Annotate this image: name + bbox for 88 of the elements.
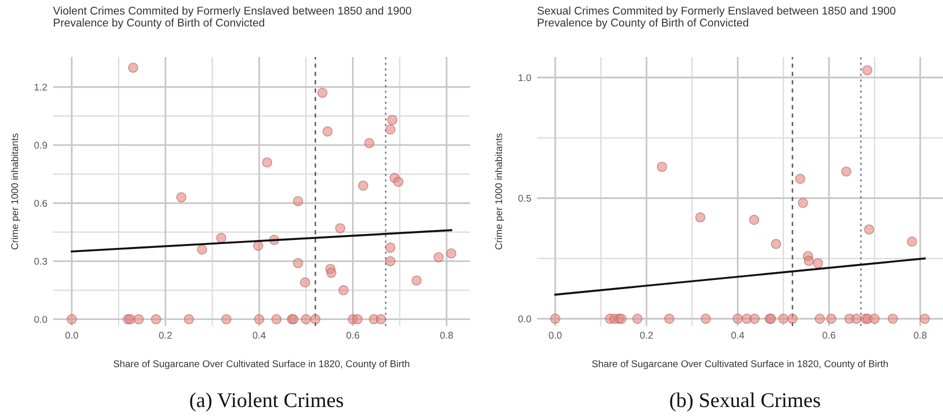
chart-title: Sexual Crimes Commited by Formerly Enslaved between 1850 and 1900 Prevalence by County of Birth of Convicted (538, 6, 896, 29)
y-tick-label: 0.5 (518, 194, 532, 202)
point (216, 232, 226, 244)
y-tick-label: 1.0 (518, 74, 532, 82)
point (695, 212, 706, 223)
point (700, 314, 711, 324)
point (254, 314, 264, 324)
point (656, 162, 668, 172)
point (310, 314, 320, 324)
point (292, 258, 304, 268)
point (864, 224, 874, 235)
point (184, 314, 194, 324)
point (196, 244, 208, 255)
point (134, 314, 144, 324)
point (888, 314, 898, 324)
point (826, 314, 836, 324)
point (338, 285, 349, 296)
point (125, 314, 136, 324)
x-axis-title: Share of Sugarcane Over Cultivated Surface in 1820, County of Birth (592, 360, 888, 370)
point (66, 314, 77, 324)
point (812, 258, 824, 268)
y-tick-label: 0.0 (518, 315, 532, 322)
point (920, 314, 930, 324)
y-tick-label: 0.0 (34, 316, 48, 323)
point (385, 256, 396, 266)
point (262, 157, 272, 168)
point (795, 174, 806, 184)
point (906, 236, 918, 247)
text: (a) Violent Crimes (190, 392, 344, 412)
y-tick-label: 0.6 (34, 200, 48, 207)
y-tick-label: 1.2 (34, 84, 47, 91)
point (376, 314, 386, 324)
point (841, 166, 852, 177)
point (300, 277, 310, 288)
point (358, 180, 368, 191)
y-tick-label: 0.9 (34, 142, 47, 149)
x-tick-label: 0.8 (440, 332, 453, 339)
point (322, 126, 333, 137)
point (814, 314, 825, 324)
point (750, 314, 760, 324)
point (770, 238, 782, 250)
point (798, 198, 808, 208)
x-tick-label: 0.2 (640, 332, 653, 339)
point (387, 114, 398, 125)
point (364, 138, 374, 148)
point (869, 314, 880, 324)
text: (b) Sexual Crimes (670, 392, 820, 412)
point (385, 242, 396, 253)
point (664, 314, 674, 324)
point (317, 88, 328, 98)
x-tick-label: 0.0 (65, 332, 78, 339)
point (253, 240, 264, 251)
point (128, 62, 138, 73)
point (326, 268, 336, 278)
point (300, 314, 312, 324)
point (271, 314, 282, 324)
point (412, 275, 422, 286)
x-tick-label: 0.2 (159, 332, 172, 339)
x-axis-title: Share of Sugarcane Over Cultivated Surface in 1820, County of Birth (114, 360, 410, 370)
point (851, 314, 862, 324)
point (862, 65, 872, 76)
y-axis-title: Crime per 1000 inhabitants (10, 133, 20, 250)
chart-title: Violent Crimes Commited by Formerly Enslaved between 1850 and 1900 Prevalence by County of Birth of Convicted (53, 6, 412, 29)
point (393, 176, 404, 187)
x-tick-label: 0.0 (548, 332, 562, 339)
point (732, 314, 743, 324)
y-axis-title: Crime per 1000 inhabitants (494, 133, 504, 250)
point (778, 314, 788, 324)
point (292, 196, 304, 206)
point (787, 314, 798, 324)
point (221, 314, 232, 324)
point (804, 256, 814, 266)
x-tick-label: 0.6 (346, 332, 360, 339)
x-tick-label: 0.4 (252, 332, 266, 339)
x-tick-label: 0.6 (822, 332, 836, 339)
point (151, 314, 162, 324)
y-tick-label: 0.3 (34, 258, 48, 265)
point (446, 248, 456, 259)
x-tick-label: 0.4 (731, 332, 744, 339)
point (749, 214, 760, 225)
point (176, 192, 186, 202)
point (385, 124, 396, 135)
x-tick-label: 0.8 (914, 332, 927, 339)
point (550, 314, 560, 324)
point (434, 252, 444, 262)
point (335, 223, 346, 234)
point (632, 314, 642, 324)
point (352, 314, 363, 324)
